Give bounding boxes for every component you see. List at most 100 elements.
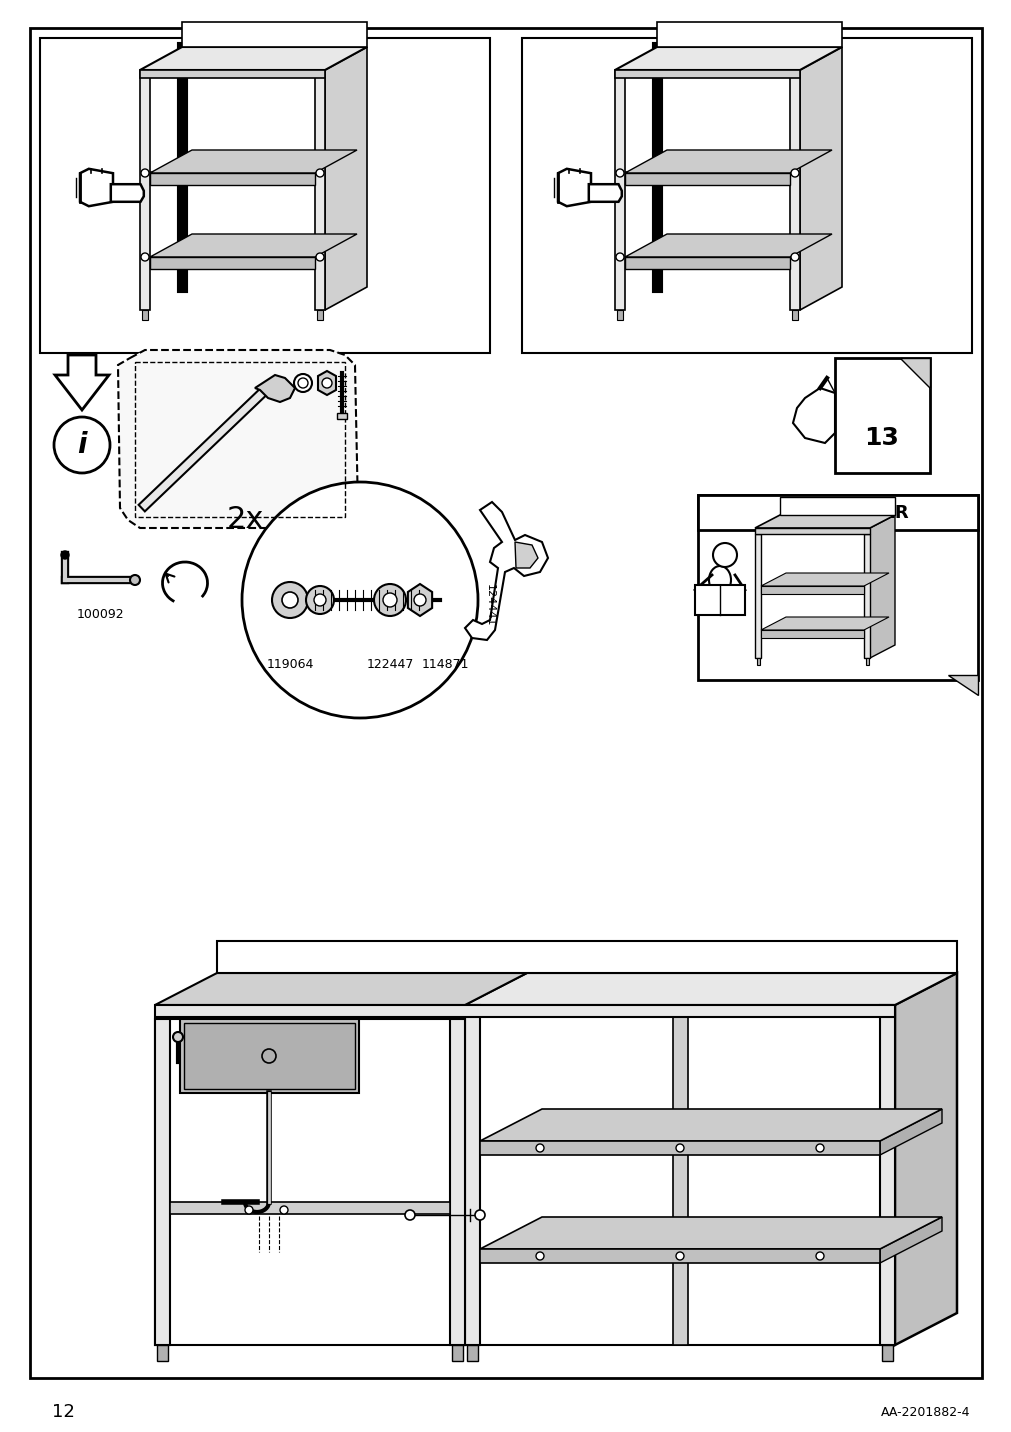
Circle shape	[713, 543, 736, 567]
Bar	[184, 1022, 355, 1088]
Polygon shape	[625, 150, 831, 173]
Bar	[337, 412, 347, 420]
Bar	[142, 309, 148, 319]
Bar	[150, 256, 314, 269]
Polygon shape	[869, 516, 894, 657]
Polygon shape	[80, 169, 113, 206]
Circle shape	[262, 1050, 276, 1063]
Circle shape	[141, 169, 149, 178]
Bar	[698, 495, 977, 530]
Circle shape	[305, 586, 334, 614]
Bar	[754, 528, 869, 534]
Polygon shape	[625, 233, 831, 256]
Circle shape	[791, 253, 799, 261]
Text: 13: 13	[863, 425, 899, 450]
Bar	[180, 1020, 359, 1093]
Polygon shape	[140, 47, 367, 70]
Bar	[140, 70, 150, 309]
Polygon shape	[615, 47, 841, 70]
Bar	[625, 256, 790, 269]
Circle shape	[245, 1206, 253, 1214]
Bar	[140, 70, 325, 77]
Bar	[522, 39, 971, 354]
Polygon shape	[880, 1217, 941, 1263]
Polygon shape	[754, 516, 894, 528]
Text: 124441: 124441	[484, 584, 494, 626]
Polygon shape	[150, 233, 357, 256]
Polygon shape	[760, 573, 888, 586]
Bar	[754, 534, 760, 657]
Circle shape	[54, 417, 110, 473]
Text: 122447: 122447	[366, 659, 413, 672]
Circle shape	[173, 1032, 183, 1042]
Polygon shape	[407, 584, 432, 616]
Bar	[880, 1005, 894, 1345]
Polygon shape	[793, 388, 834, 442]
Circle shape	[141, 253, 149, 261]
Polygon shape	[464, 972, 956, 1005]
Polygon shape	[899, 358, 929, 388]
Bar	[479, 1249, 880, 1263]
Polygon shape	[55, 355, 109, 410]
Circle shape	[315, 169, 324, 178]
Bar	[466, 1345, 477, 1360]
Bar	[40, 39, 489, 354]
Bar	[615, 70, 625, 309]
Polygon shape	[110, 185, 144, 202]
Polygon shape	[464, 503, 548, 640]
Circle shape	[313, 594, 326, 606]
Circle shape	[413, 594, 426, 606]
Polygon shape	[656, 21, 841, 47]
Bar	[134, 362, 345, 517]
Circle shape	[536, 1252, 544, 1260]
Bar	[865, 657, 868, 664]
Bar	[882, 1345, 892, 1360]
Bar	[450, 1020, 464, 1345]
Polygon shape	[779, 497, 894, 516]
Bar	[698, 495, 977, 680]
Circle shape	[404, 1210, 415, 1220]
Circle shape	[815, 1144, 823, 1151]
Circle shape	[242, 483, 477, 717]
Bar	[695, 586, 744, 614]
Circle shape	[675, 1144, 683, 1151]
Bar	[863, 534, 869, 657]
Bar	[834, 358, 929, 473]
Polygon shape	[588, 185, 621, 202]
Polygon shape	[118, 349, 358, 528]
Circle shape	[474, 1210, 484, 1220]
Circle shape	[616, 253, 624, 261]
Circle shape	[374, 584, 405, 616]
Polygon shape	[760, 617, 888, 630]
Bar	[157, 1345, 168, 1360]
Bar	[625, 173, 790, 185]
Circle shape	[815, 1252, 823, 1260]
Bar	[760, 630, 863, 639]
Text: 100092: 100092	[76, 609, 123, 621]
Polygon shape	[182, 21, 367, 47]
Circle shape	[536, 1144, 544, 1151]
Circle shape	[272, 581, 307, 619]
Circle shape	[616, 169, 624, 178]
Bar	[790, 70, 800, 309]
Polygon shape	[317, 371, 336, 395]
Polygon shape	[894, 972, 956, 1345]
Circle shape	[61, 551, 69, 558]
Polygon shape	[515, 541, 538, 569]
Bar	[479, 1141, 880, 1156]
Polygon shape	[216, 941, 956, 972]
Bar	[150, 173, 314, 185]
Bar	[615, 170, 800, 175]
Circle shape	[297, 378, 307, 388]
Text: 12: 12	[52, 1403, 75, 1421]
Circle shape	[321, 378, 332, 388]
Bar	[140, 170, 325, 175]
Text: 119064: 119064	[266, 659, 313, 672]
Bar	[452, 1345, 463, 1360]
Text: GRILLSKÄR: GRILLSKÄR	[795, 504, 908, 523]
Circle shape	[315, 253, 324, 261]
Bar	[316, 309, 323, 319]
Bar	[756, 657, 759, 664]
Text: 114871: 114871	[421, 659, 468, 672]
Bar	[615, 70, 800, 77]
